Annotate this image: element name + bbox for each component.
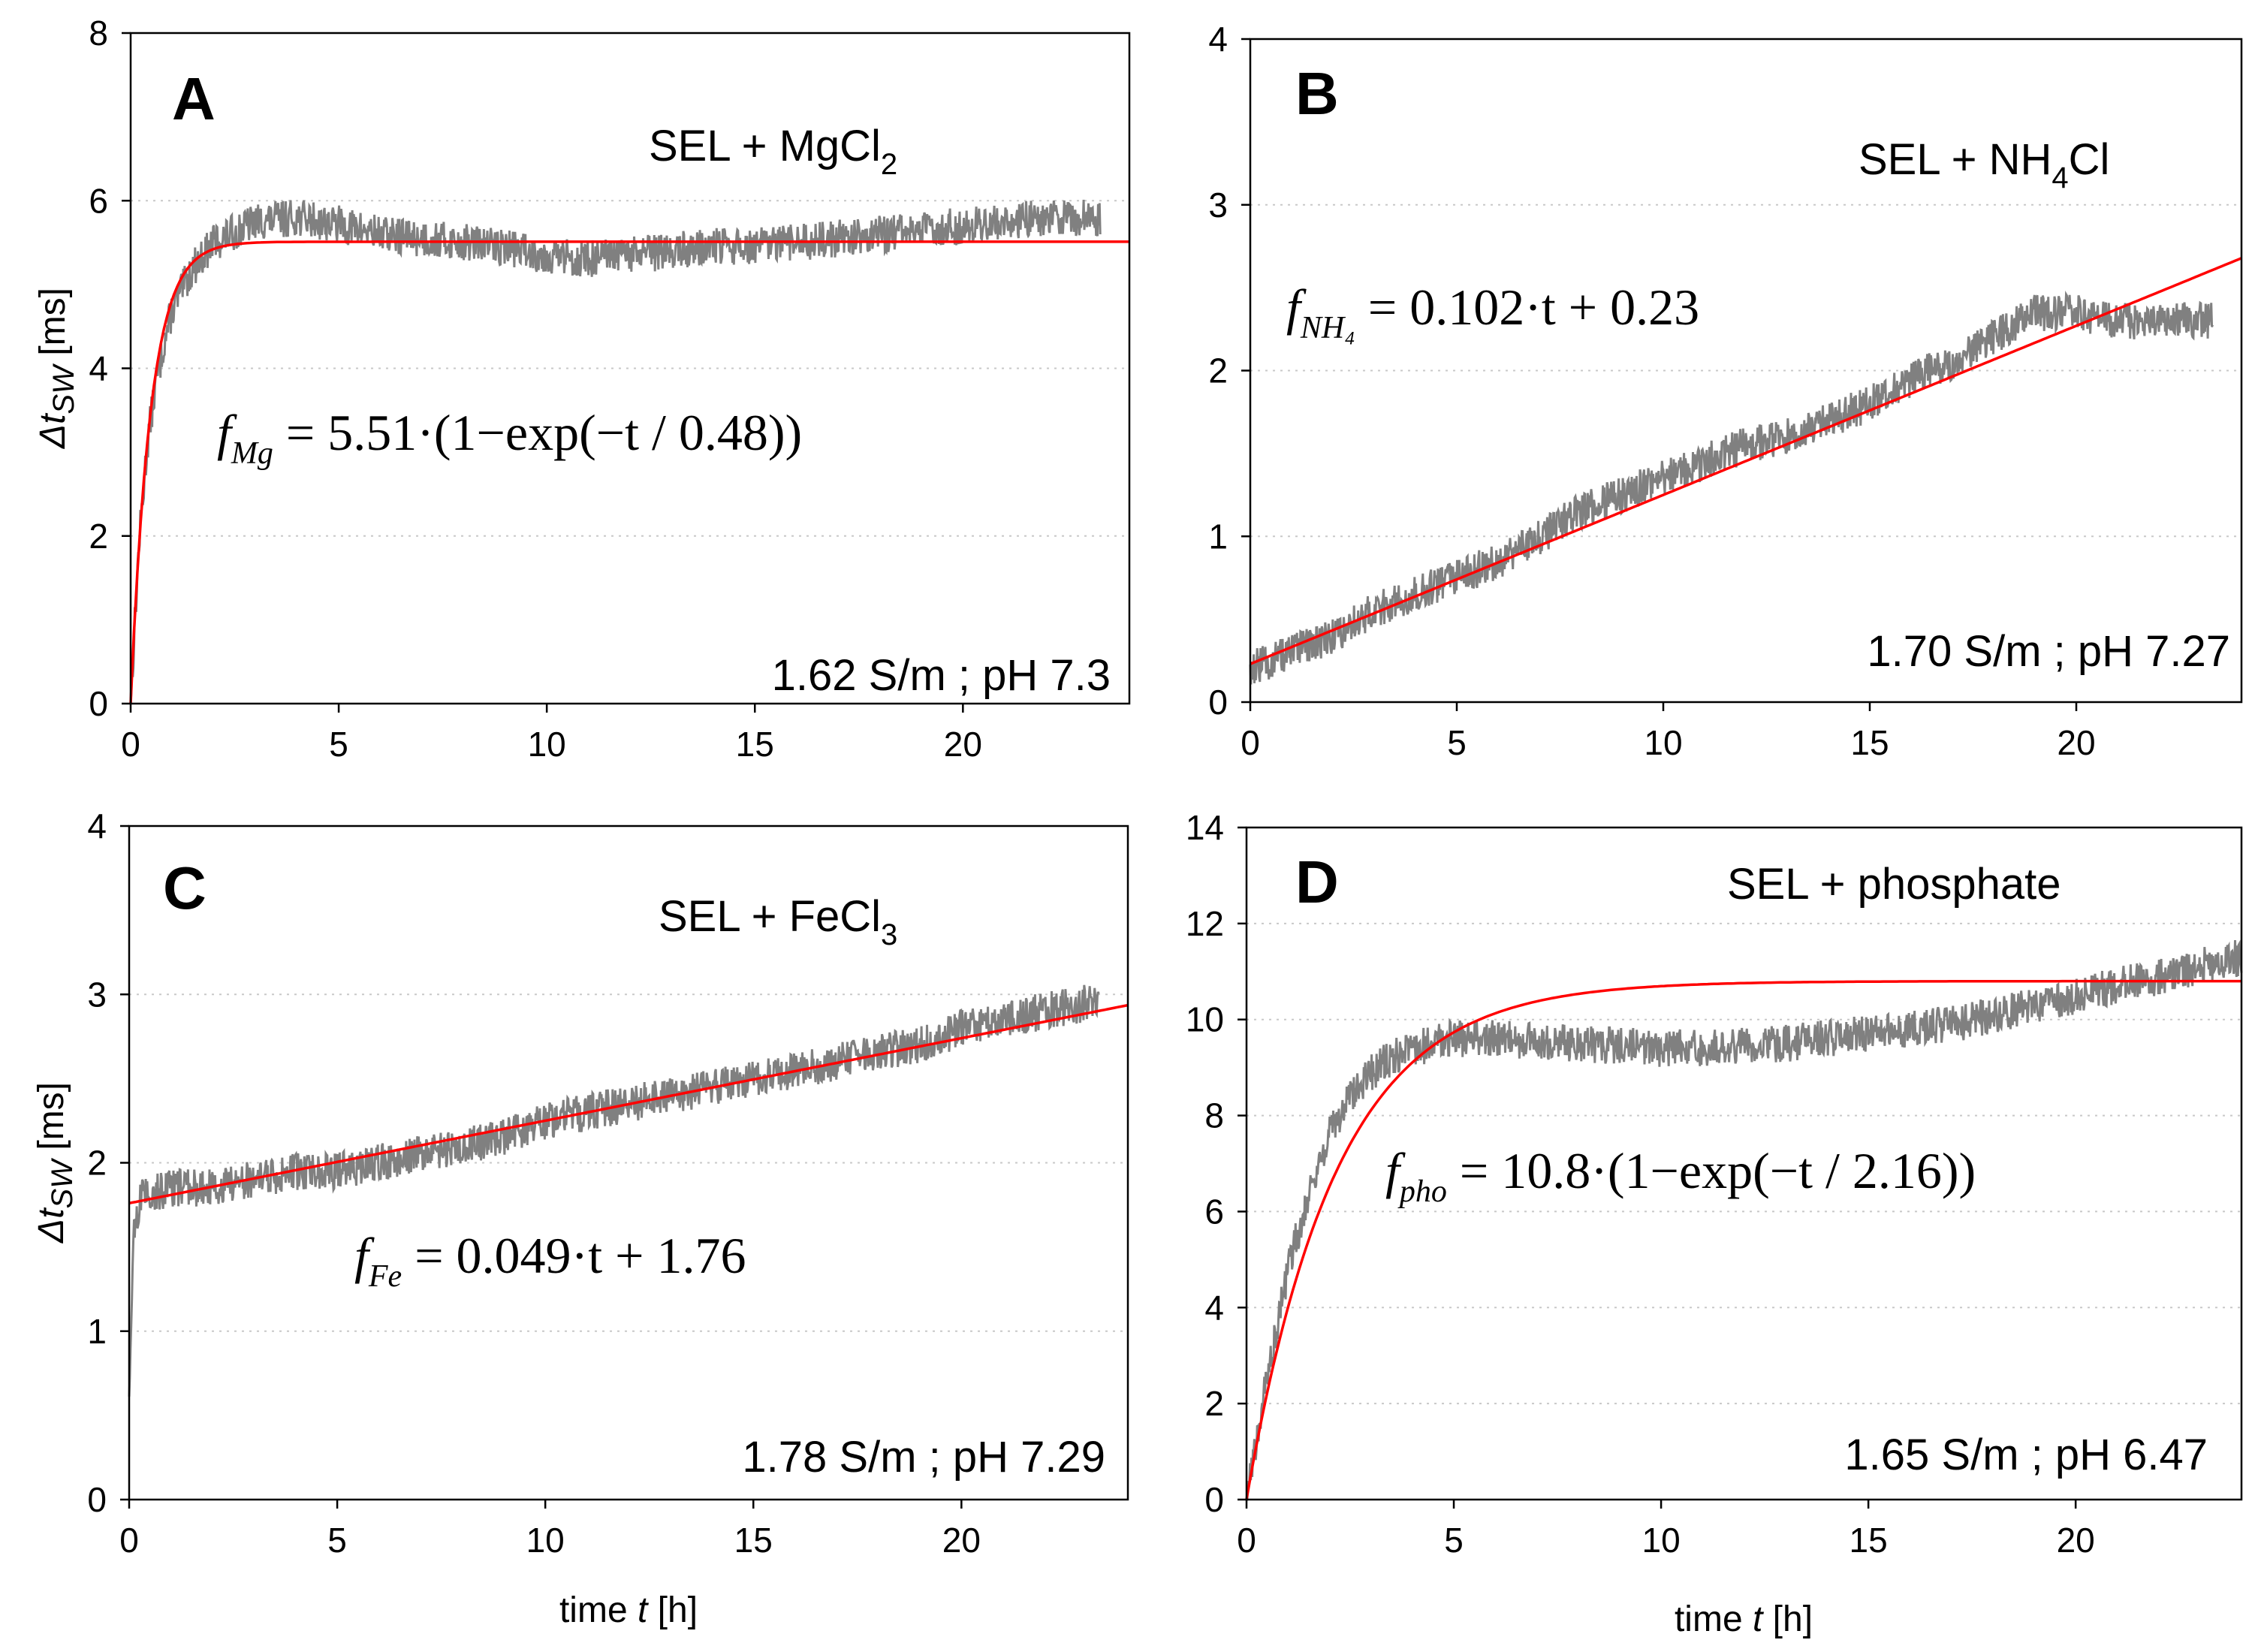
panel-d-xlabel: time t [h] <box>1675 1599 1813 1639</box>
panel-b-equation: fNH₄ = 0.102·t + 0.23 <box>1286 279 1699 345</box>
y-tick-label: 1 <box>87 1312 107 1351</box>
panel-b-grid <box>1250 203 2241 538</box>
fit-series-line <box>128 1003 1129 1205</box>
x-tick-label: 0 <box>1241 723 1260 762</box>
panel-d-conditions: 1.65 S/m ; pH 6.47 <box>1844 1430 2208 1479</box>
x-tick-label: 5 <box>329 725 348 764</box>
panel-d-equation: fpho = 10.8·(1−exp(−t / 2.16)) <box>1385 1142 1976 1209</box>
panel-a-label: A <box>172 65 216 132</box>
panel-d-series <box>1245 939 2243 1501</box>
y-tick-label: 0 <box>87 1480 107 1519</box>
x-tick-label: 5 <box>1447 723 1467 762</box>
y-tick-label: 1 <box>1208 517 1228 556</box>
panel-c-title: SEL + FeCl3 <box>659 892 897 951</box>
measured-series-line <box>1249 291 2214 685</box>
y-tick-label: 8 <box>89 14 108 53</box>
y-tick-label: 6 <box>89 181 108 220</box>
y-tick-label: 4 <box>87 806 107 846</box>
x-tick-label: 15 <box>1850 723 1889 762</box>
x-tick-label: 20 <box>2057 1521 2095 1560</box>
panel-c-label: C <box>163 855 207 921</box>
panel-b-conditions: 1.70 S/m ; pH 7.27 <box>1867 627 2230 676</box>
y-tick-label: 0 <box>89 684 108 723</box>
panel-a-ticks: 0 5 10 15 20 0 2 4 6 8 <box>89 14 982 764</box>
panel-c: 0 5 10 15 20 0 1 2 3 4 C SEL + FeCl3 fFe = 0.049·… <box>32 806 1129 1630</box>
y-tick-label: 14 <box>1186 808 1224 847</box>
y-tick-label: 8 <box>1204 1096 1224 1135</box>
x-tick-label: 20 <box>2057 723 2095 762</box>
panel-d-title: SEL + phosphate <box>1727 860 2061 909</box>
x-tick-label: 0 <box>1237 1521 1256 1560</box>
x-tick-label: 20 <box>944 725 982 764</box>
panel-c-ticks: 0 5 10 15 20 0 1 2 3 4 <box>87 806 981 1560</box>
y-tick-label: 10 <box>1186 1000 1224 1039</box>
panel-b-series <box>1249 257 2242 685</box>
y-tick-label: 0 <box>1204 1480 1224 1519</box>
x-tick-label: 10 <box>526 1521 565 1560</box>
x-tick-label: 15 <box>734 1521 773 1560</box>
panel-a-title: SEL + MgCl2 <box>649 122 897 181</box>
panel-a-series <box>129 199 1129 704</box>
y-tick-label: 2 <box>1204 1384 1224 1423</box>
x-tick-label: 20 <box>942 1521 981 1560</box>
panel-a-grid <box>131 200 1129 537</box>
panel-a: 0 5 10 15 20 0 2 4 6 8 A SEL + MgCl2 fMg = 5.51·(… <box>33 14 1131 764</box>
panel-b: 0 5 10 15 20 0 1 2 3 4 B SEL + NH4Cl fNH₄ = 0.102… <box>1208 20 2243 762</box>
x-tick-label: 10 <box>1642 1521 1680 1560</box>
x-tick-label: 0 <box>121 725 140 764</box>
x-tick-label: 15 <box>1850 1521 1888 1560</box>
x-tick-label: 15 <box>736 725 774 764</box>
y-tick-label: 4 <box>1208 20 1228 59</box>
panel-a-equation: fMg = 5.51·(1−exp(−t / 0.48)) <box>217 404 802 471</box>
y-tick-label: 2 <box>1208 351 1228 390</box>
y-tick-label: 3 <box>1208 185 1228 225</box>
measured-series-line <box>129 199 1102 704</box>
y-tick-label: 2 <box>89 517 108 556</box>
x-tick-label: 0 <box>119 1521 139 1560</box>
y-tick-label: 2 <box>87 1144 107 1183</box>
panel-b-title: SEL + NH4Cl <box>1859 135 2109 194</box>
panel-d-ticks: 0 5 10 15 20 0 2 4 6 8 10 12 14 <box>1186 808 2095 1560</box>
x-tick-label: 5 <box>1444 1521 1464 1560</box>
y-tick-label: 12 <box>1186 904 1224 943</box>
panel-c-conditions: 1.78 S/m ; pH 7.29 <box>742 1433 1105 1482</box>
panel-c-series <box>128 984 1129 1397</box>
y-tick-label: 0 <box>1208 683 1228 722</box>
y-tick-label: 4 <box>1204 1288 1224 1327</box>
y-tick-label: 4 <box>89 349 108 388</box>
y-tick-label: 6 <box>1204 1192 1224 1231</box>
fit-series-line <box>1245 979 2241 1500</box>
x-tick-label: 5 <box>327 1521 347 1560</box>
x-tick-label: 10 <box>1644 723 1682 762</box>
panel-c-grid <box>129 993 1128 1332</box>
panel-c-xlabel: time t [h] <box>559 1590 698 1630</box>
fit-series-line <box>129 240 1129 704</box>
panel-d-label: D <box>1295 849 1339 915</box>
fit-series-line <box>1250 257 2242 665</box>
panel-b-label: B <box>1295 60 1339 127</box>
panel-d: 0 5 10 15 20 0 2 4 6 8 10 12 14 D SEL + phosphate fp… <box>1186 808 2243 1639</box>
panel-b-ticks: 0 5 10 15 20 0 1 2 3 4 <box>1208 20 2095 762</box>
panel-c-ylabel: ΔtSW [ms] <box>32 1082 79 1244</box>
panel-a-conditions: 1.62 S/m ; pH 7.3 <box>772 651 1111 700</box>
y-tick-label: 3 <box>87 975 107 1014</box>
panel-d-grid <box>1247 922 2241 1405</box>
panel-c-equation: fFe = 0.049·t + 1.76 <box>354 1227 746 1294</box>
panel-a-ylabel: ΔtSW [ms] <box>33 288 80 449</box>
measured-series-line <box>128 984 1100 1397</box>
x-tick-label: 10 <box>528 725 566 764</box>
measured-series-line <box>1246 939 2243 1501</box>
panel-d-frame <box>1245 826 2243 1501</box>
